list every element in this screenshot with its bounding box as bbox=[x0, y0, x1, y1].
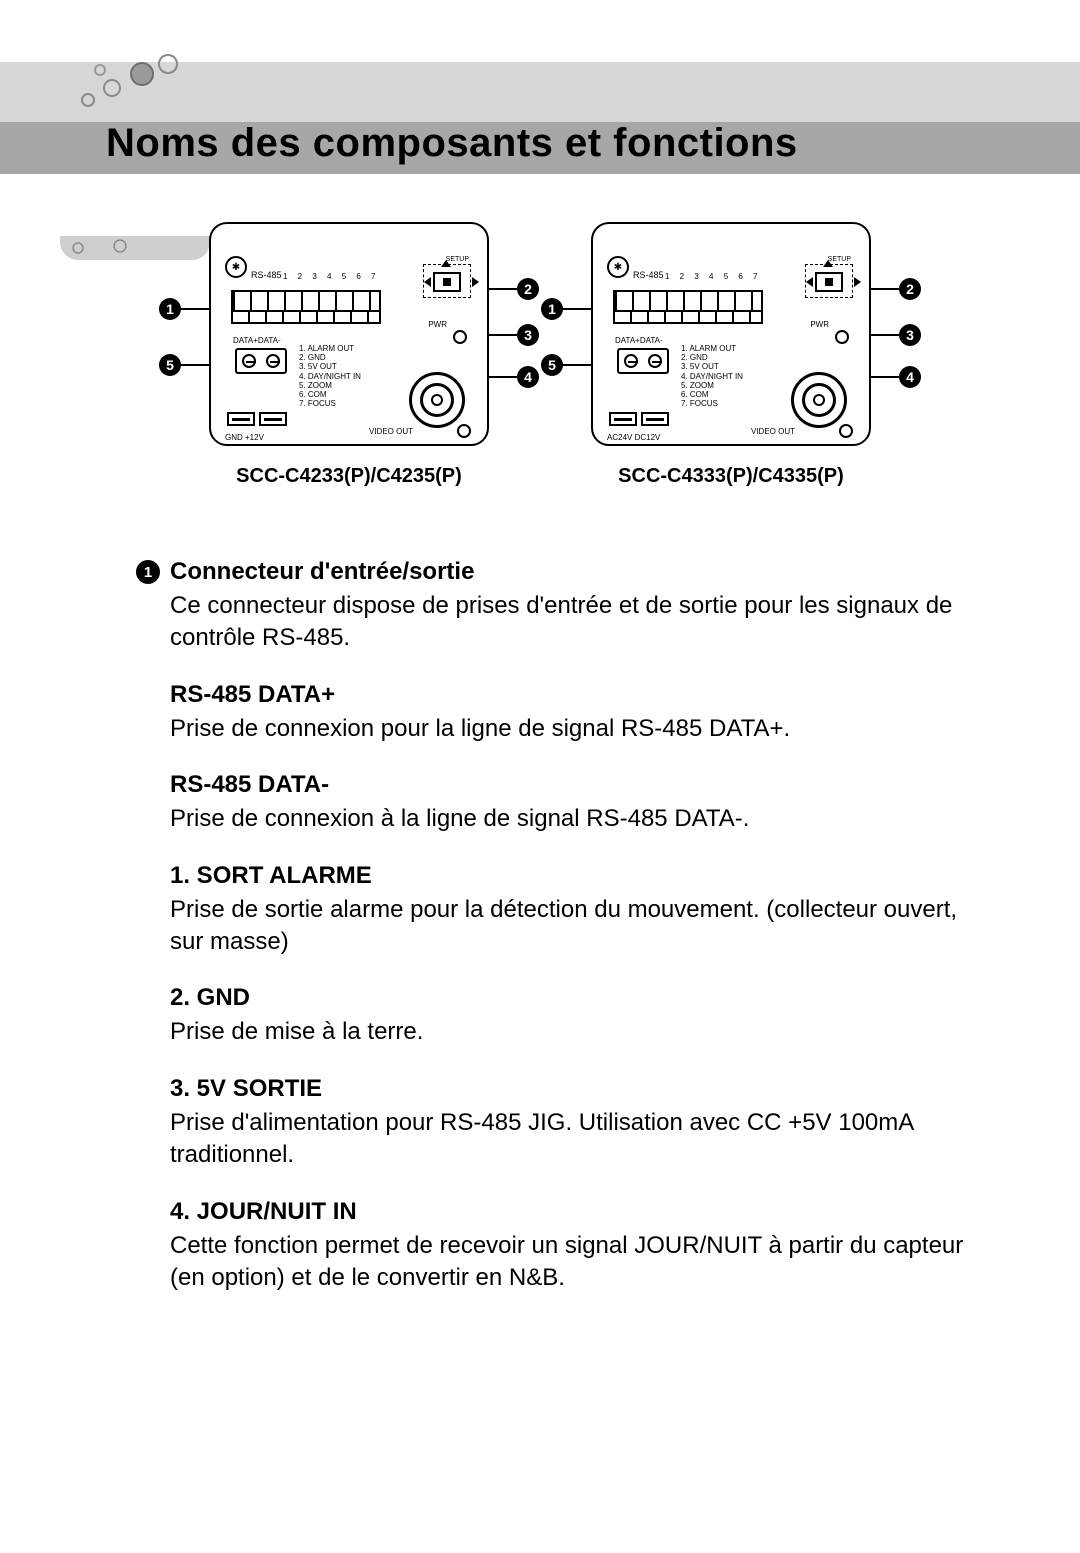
section-jour-nuit: 4. JOUR/NUIT IN Cette fonction permet de… bbox=[170, 1198, 990, 1295]
triangle-up-icon bbox=[823, 260, 833, 267]
triangle-up-icon bbox=[441, 260, 451, 267]
section-title: RS-485 DATA- bbox=[170, 771, 990, 799]
section-text: Prise d'alimentation pour RS-485 JIG. Ut… bbox=[170, 1107, 990, 1172]
triangle-left-icon bbox=[806, 277, 813, 287]
section-rs485-minus: RS-485 DATA- Prise de connexion à la lig… bbox=[170, 771, 990, 835]
section-text: Prise de sortie alarme pour la détection… bbox=[170, 894, 990, 959]
diagram-caption-right: SCC-C4333(P)/C4335(P) bbox=[551, 465, 911, 488]
video-out-label: VIDEO OUT bbox=[369, 427, 413, 436]
callout-1: 1 bbox=[159, 298, 181, 320]
screw-icon: ✱ bbox=[607, 256, 629, 278]
data-terminals bbox=[617, 348, 669, 374]
section-text: Prise de mise à la terre. bbox=[170, 1016, 990, 1048]
bnc-connector-icon bbox=[409, 372, 465, 428]
section-text: Prise de connexion à la ligne de signal … bbox=[170, 803, 990, 835]
section-text: Prise de connexion pour la ligne de sign… bbox=[170, 713, 990, 745]
callout-3: 3 bbox=[517, 324, 539, 346]
power-label: GND +12V bbox=[225, 433, 264, 442]
pin-numbers: 1 2 3 4 5 6 7 bbox=[283, 272, 379, 281]
callout-4: 4 bbox=[899, 366, 921, 388]
diagram-caption-left: SCC-C4233(P)/C4235(P) bbox=[169, 465, 529, 488]
page-title: Noms des composants et fonctions bbox=[106, 121, 798, 166]
bubbles-icon bbox=[70, 52, 210, 112]
page: Noms des composants et fonctions 1 2 3 4… bbox=[0, 62, 1080, 1553]
pwr-label: PWR bbox=[810, 320, 829, 329]
section-text: Ce connecteur dispose de prises d'entrée… bbox=[170, 590, 990, 655]
pwr-led-icon bbox=[835, 330, 849, 344]
rs485-label: RS-485 bbox=[251, 270, 282, 280]
data-terminals bbox=[235, 348, 287, 374]
triangle-left-icon bbox=[424, 277, 431, 287]
camera-back-panel: ✱ RS-485 1 2 3 4 5 6 7 SETUP PWR DATA+DA… bbox=[591, 222, 871, 446]
section-5v-sortie: 3. 5V SORTIE Prise d'alimentation pour R… bbox=[170, 1075, 990, 1172]
section-sort-alarme: 1. SORT ALARME Prise de sortie alarme po… bbox=[170, 862, 990, 959]
callout-5: 5 bbox=[541, 354, 563, 376]
body-text: 1 Connecteur d'entrée/sortie Ce connecte… bbox=[170, 558, 990, 1294]
terminal-row-lower bbox=[231, 310, 381, 324]
screw-icon: ✱ bbox=[225, 256, 247, 278]
pwr-label: PWR bbox=[428, 320, 447, 329]
callout-3: 3 bbox=[899, 324, 921, 346]
section-title: 3. 5V SORTIE bbox=[170, 1075, 990, 1103]
pin-legend: 1. ALARM OUT 2. GND 3. 5V OUT 4. DAY/NIG… bbox=[299, 344, 361, 408]
screw-icon bbox=[839, 424, 853, 438]
pwr-led-icon bbox=[453, 330, 467, 344]
screw-icon bbox=[457, 424, 471, 438]
data-label: DATA+DATA- bbox=[233, 336, 281, 345]
section-title: 1. SORT ALARME bbox=[170, 862, 990, 890]
data-label: DATA+DATA- bbox=[615, 336, 663, 345]
title-banner: Noms des composants et fonctions bbox=[0, 62, 1080, 174]
tab-curve bbox=[60, 236, 210, 260]
callout-2: 2 bbox=[899, 278, 921, 300]
callout-4: 4 bbox=[517, 366, 539, 388]
diagram-left: 1 2 3 4 5 ✱ RS-485 1 2 3 4 5 6 7 SETUP bbox=[169, 222, 529, 488]
badge-1: 1 bbox=[136, 560, 160, 584]
section-title: 4. JOUR/NUIT IN bbox=[170, 1198, 990, 1226]
power-connector bbox=[227, 412, 287, 430]
section-connector: 1 Connecteur d'entrée/sortie Ce connecte… bbox=[170, 558, 990, 655]
section-gnd: 2. GND Prise de mise à la terre. bbox=[170, 984, 990, 1048]
rs485-label: RS-485 bbox=[633, 270, 664, 280]
terminal-row-lower bbox=[613, 310, 763, 324]
section-title: RS-485 DATA+ bbox=[170, 681, 990, 709]
callout-2: 2 bbox=[517, 278, 539, 300]
setup-button bbox=[815, 272, 843, 292]
callout-1: 1 bbox=[541, 298, 563, 320]
diagram-row: 1 2 3 4 5 ✱ RS-485 1 2 3 4 5 6 7 SETUP bbox=[0, 222, 1080, 488]
power-label: AC24V DC12V bbox=[607, 433, 660, 442]
triangle-right-icon bbox=[854, 277, 861, 287]
camera-back-panel: ✱ RS-485 1 2 3 4 5 6 7 SETUP PWR DATA+DA… bbox=[209, 222, 489, 446]
callout-5: 5 bbox=[159, 354, 181, 376]
triangle-right-icon bbox=[472, 277, 479, 287]
pin-legend: 1. ALARM OUT 2. GND 3. 5V OUT 4. DAY/NIG… bbox=[681, 344, 743, 408]
setup-button bbox=[433, 272, 461, 292]
bnc-connector-icon bbox=[791, 372, 847, 428]
section-title: Connecteur d'entrée/sortie bbox=[170, 558, 990, 586]
section-title: 2. GND bbox=[170, 984, 990, 1012]
diagram-right: 1 2 3 4 5 ✱ RS-485 1 2 3 4 5 6 7 SETUP bbox=[551, 222, 911, 488]
section-rs485-plus: RS-485 DATA+ Prise de connexion pour la … bbox=[170, 681, 990, 745]
section-text: Cette fonction permet de recevoir un sig… bbox=[170, 1230, 990, 1295]
power-connector bbox=[609, 412, 669, 430]
pin-numbers: 1 2 3 4 5 6 7 bbox=[665, 272, 761, 281]
video-out-label: VIDEO OUT bbox=[751, 427, 795, 436]
tab-bubbles-icon bbox=[60, 236, 210, 260]
